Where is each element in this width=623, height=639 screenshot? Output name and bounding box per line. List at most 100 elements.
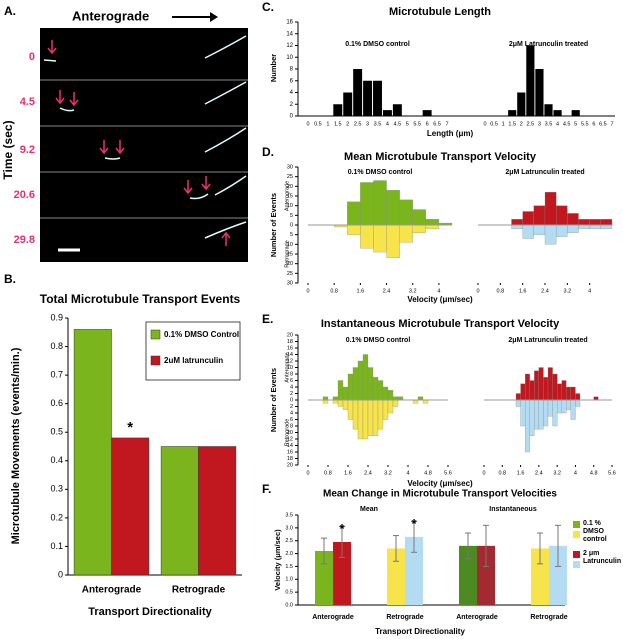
y-tick-label: 10: [287, 430, 293, 436]
x-tick-label: 2.5: [354, 121, 362, 127]
y-tick-label: 0.6: [50, 398, 63, 408]
frame-separators: [40, 79, 248, 219]
bar: [531, 548, 549, 605]
bar: [412, 209, 426, 226]
bar: [353, 69, 363, 116]
x-tick-label: 0: [476, 288, 479, 294]
legend-entry: 2 μm Latrunculin: [583, 550, 622, 565]
x-tick-label: 4: [574, 470, 577, 476]
panel-label: A.: [4, 4, 16, 18]
bar: [362, 354, 369, 401]
legend-swatch: [573, 531, 580, 538]
marker: *: [339, 521, 345, 536]
bar: [315, 551, 333, 605]
time-label: 9.2: [20, 144, 35, 156]
x-tick-label: 4: [588, 288, 591, 294]
microtubule: [59, 107, 75, 112]
bar: [552, 399, 558, 427]
y-tick-label: 14: [287, 443, 293, 449]
y-tick-label: 8: [290, 371, 293, 377]
bar: [382, 386, 389, 401]
bar: [363, 80, 373, 116]
x-axis-label: Velocity (μm/sec): [407, 479, 473, 488]
y-tick-label: 12: [287, 436, 293, 442]
y-tick-label: 14: [287, 352, 293, 358]
x-axis-label: Length (μm): [427, 129, 474, 138]
microtubule: [204, 127, 247, 153]
bar: [373, 224, 387, 253]
bar: [372, 377, 379, 401]
x-tick-label: 5.6: [444, 470, 452, 476]
y-tick-label: 25: [287, 271, 293, 277]
y-tick-label: 10: [287, 203, 293, 209]
bar: [372, 399, 379, 436]
x-tick-label: 6: [592, 121, 595, 127]
bar: [553, 110, 562, 116]
legend-label: 0.1 % DMSO control: [583, 520, 607, 543]
microtubule: [214, 175, 247, 196]
bar: [357, 399, 364, 440]
bar: [570, 399, 576, 420]
x-tick-label: Anterograde: [312, 614, 354, 621]
y-tick-label: 20: [287, 462, 293, 468]
x-tick-label: 6.5: [599, 121, 607, 127]
bar: [566, 386, 572, 401]
y-tick-label: 15: [287, 193, 293, 199]
bar: [538, 399, 544, 430]
x-tick-label: 4.8: [590, 470, 598, 476]
bar: [352, 367, 359, 401]
bar: [567, 213, 579, 226]
legend-swatch: [573, 521, 580, 528]
x-tick-label: Retrograde: [530, 614, 567, 621]
y-tick-label: 18: [287, 456, 293, 462]
y-tick-label: 20: [287, 184, 293, 190]
y-tick-label: 15: [287, 251, 293, 257]
x-tick-label: 0.5: [314, 121, 322, 127]
y-tick-label: 5: [290, 232, 293, 238]
y-tick-label: 16: [287, 345, 293, 351]
bar: [337, 380, 344, 401]
x-tick-label: 0.8: [324, 470, 332, 476]
group-title: 0.1% DMSO control: [348, 169, 413, 176]
y-axis-label: Microtubule Movements (events/min.): [10, 347, 22, 544]
y-tick-label: 12: [287, 358, 293, 364]
microtubules: [43, 35, 247, 239]
microtubule: [43, 59, 57, 62]
bar: [367, 367, 374, 401]
y-axis-label: Number of Events: [269, 368, 278, 432]
x-tick-label: 4: [406, 470, 409, 476]
bar: [399, 224, 413, 243]
group-label: Mean: [360, 506, 378, 513]
y-tick-label: 0.5: [50, 427, 63, 437]
legend-entry: 0.1 % DMSO control: [583, 520, 607, 543]
bar: [386, 224, 400, 259]
x-tick-label: 6: [426, 121, 429, 127]
y-tick-label: 0: [58, 569, 63, 579]
y-tick-label: 0.1: [50, 541, 63, 551]
legend-label: 2uM latrunculin: [164, 356, 223, 365]
bar: [522, 224, 534, 239]
y-tick-label: 1.0: [285, 577, 293, 583]
bar: [333, 542, 351, 605]
y-tick-label: 10: [286, 55, 293, 61]
x-tick-label: 3.2: [553, 470, 561, 476]
arrows: [47, 40, 231, 246]
y-tick-label: 4: [290, 90, 294, 96]
bar: [556, 224, 568, 237]
x-tick-label: 3.2: [409, 288, 417, 294]
y-tick-label: 0.7: [50, 369, 63, 379]
bar: [477, 545, 495, 605]
y-tick-label: 16: [286, 20, 293, 26]
panel-label: F.: [262, 482, 271, 496]
bar: [511, 224, 523, 230]
bar: [342, 386, 349, 401]
direction-label: Retrograde: [284, 240, 290, 268]
bar: [578, 224, 590, 230]
y-tick-label: 0.2: [50, 512, 63, 522]
x-tick-label: 5.5: [413, 121, 421, 127]
bar: [520, 383, 526, 401]
legend-label: 2 μm Latrunculin: [583, 550, 622, 565]
bar: [556, 383, 562, 401]
axis-label: Time (sec): [1, 120, 15, 179]
y-axis-label: Number of Events: [269, 193, 278, 257]
